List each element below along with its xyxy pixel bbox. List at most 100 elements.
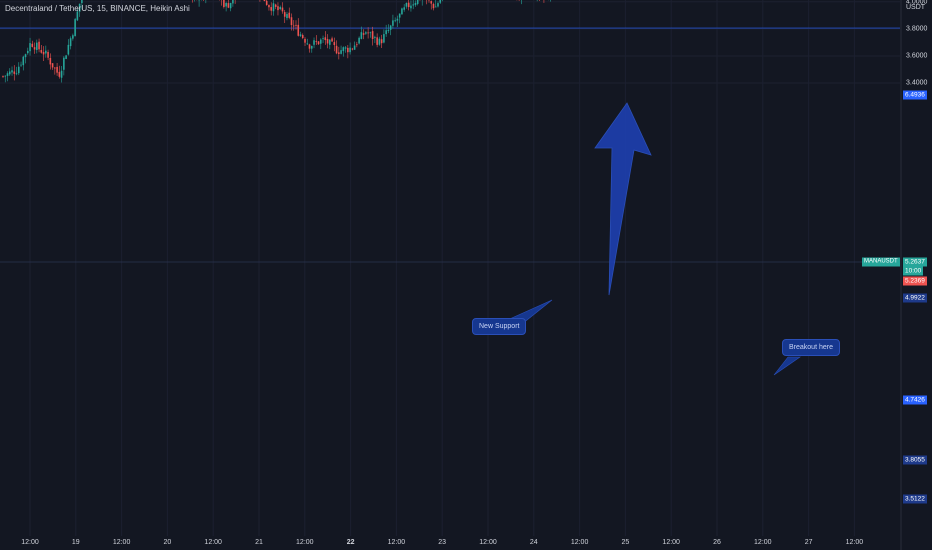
candle-body xyxy=(365,32,367,34)
candle-body xyxy=(371,31,374,40)
candle-body xyxy=(274,4,277,7)
candle-body xyxy=(69,38,72,47)
candle-body xyxy=(277,6,279,11)
candle-body xyxy=(374,36,376,38)
candle-body xyxy=(389,25,392,30)
last-price-badge: 5.2637 xyxy=(903,257,927,267)
level-top-badge: 6.4936 xyxy=(903,90,927,100)
candle-body xyxy=(306,43,309,45)
candle-body xyxy=(20,64,22,66)
candle-body xyxy=(286,14,288,19)
candle-body xyxy=(315,41,318,43)
candle-body xyxy=(329,39,331,45)
candle-body xyxy=(430,1,433,4)
price-tick-label: 3.6000 xyxy=(906,52,928,60)
candle-body xyxy=(56,66,58,73)
candle-body xyxy=(2,76,4,77)
candle-body xyxy=(340,50,342,54)
candle-body xyxy=(356,44,358,46)
time-tick-label: 12:00 xyxy=(387,539,406,546)
breakout-callout[interactable]: Breakout here xyxy=(782,339,840,356)
candle-body xyxy=(324,37,327,41)
candle-body xyxy=(6,73,9,76)
candle-body xyxy=(319,39,322,44)
candle-body xyxy=(42,51,45,55)
candle-body xyxy=(81,0,83,4)
symbol-tag: MANAUSDT xyxy=(862,257,900,267)
candle-body xyxy=(292,25,295,27)
time-tick-label: 25 xyxy=(621,539,630,546)
time-tick-label: 24 xyxy=(529,539,538,546)
time-tick-label: 21 xyxy=(255,539,263,546)
time-tick-label: 12:00 xyxy=(112,539,131,546)
candle-body xyxy=(227,3,230,8)
candle-body xyxy=(396,18,399,21)
candle-body xyxy=(313,40,315,45)
time-tick-label: 12:00 xyxy=(754,539,772,546)
candle-body xyxy=(15,73,18,75)
candle-body xyxy=(54,67,56,69)
candle-body xyxy=(281,7,284,12)
candle-body xyxy=(225,2,227,7)
candle-body xyxy=(47,51,49,58)
candle-body xyxy=(58,71,61,77)
candle-body xyxy=(60,70,63,78)
candle-body xyxy=(401,8,403,15)
candle-body xyxy=(31,43,34,47)
candle-body xyxy=(299,34,302,36)
time-tick-label: 22 xyxy=(346,539,355,546)
currency-label: USDT xyxy=(906,4,926,11)
candle-body xyxy=(51,63,54,68)
candle-body xyxy=(229,2,232,9)
candle-body xyxy=(407,2,410,8)
bid-price-badge: 5.2369 xyxy=(903,276,927,286)
time-tick-label: 26 xyxy=(713,539,721,546)
candle-body xyxy=(432,3,435,9)
candle-body xyxy=(268,5,270,8)
candle-body xyxy=(33,47,36,50)
candle-body xyxy=(369,32,372,34)
candle-body xyxy=(13,71,16,74)
time-tick-label: 23 xyxy=(438,539,447,546)
candle-body xyxy=(17,66,20,74)
candle-body xyxy=(76,11,79,21)
candle-body xyxy=(416,0,419,4)
price-tick-label: 3.4000 xyxy=(906,79,928,87)
candle-body xyxy=(360,32,363,39)
candle-body xyxy=(26,50,29,54)
price-axis[interactable]: 3.40003.60003.80004.00004.20004.40004.60… xyxy=(901,0,932,550)
time-tick-label: 12:00 xyxy=(296,539,314,546)
candle-body xyxy=(434,6,437,8)
candle-body xyxy=(24,54,27,58)
breakout-pointer xyxy=(773,356,801,376)
candle-body xyxy=(74,19,76,37)
candle-body xyxy=(265,0,268,5)
level-bottom-badge: 3.5122 xyxy=(903,494,927,504)
grid-lines xyxy=(0,0,900,536)
chart-title: Decentraland / TetherUS, 15, BINANCE, He… xyxy=(5,4,190,13)
candle-body xyxy=(326,39,329,44)
new-support-callout[interactable]: New Support xyxy=(472,318,527,335)
candle-body xyxy=(398,13,401,18)
candle-body xyxy=(279,7,282,10)
candle-body xyxy=(45,50,47,54)
candle-body xyxy=(40,50,43,53)
candle-body xyxy=(4,75,7,77)
candle-body xyxy=(333,42,336,46)
candle-body xyxy=(353,45,356,50)
candle-body xyxy=(22,56,25,66)
candle-body xyxy=(272,3,275,12)
time-tick-label: 12:00 xyxy=(204,539,222,546)
candle-body xyxy=(263,0,266,2)
candle-body xyxy=(394,20,396,22)
candle-body xyxy=(78,3,81,12)
candle-body xyxy=(11,70,13,73)
candle-body xyxy=(342,47,345,52)
candle-body xyxy=(295,24,297,26)
target-arrow[interactable] xyxy=(594,102,652,296)
candle-body xyxy=(410,5,412,9)
candle-body xyxy=(232,0,234,4)
time-tick-label: 20 xyxy=(163,539,172,546)
level-mid-badge: 4.7426 xyxy=(903,395,927,405)
